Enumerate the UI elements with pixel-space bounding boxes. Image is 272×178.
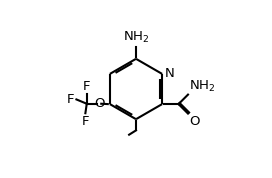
Text: N: N bbox=[165, 67, 175, 80]
Text: F: F bbox=[83, 80, 91, 93]
Text: O: O bbox=[189, 115, 199, 128]
Text: NH$_2$: NH$_2$ bbox=[189, 79, 215, 94]
Text: O: O bbox=[94, 97, 104, 110]
Text: NH$_2$: NH$_2$ bbox=[123, 30, 149, 45]
Text: F: F bbox=[67, 93, 75, 106]
Text: F: F bbox=[81, 115, 89, 128]
